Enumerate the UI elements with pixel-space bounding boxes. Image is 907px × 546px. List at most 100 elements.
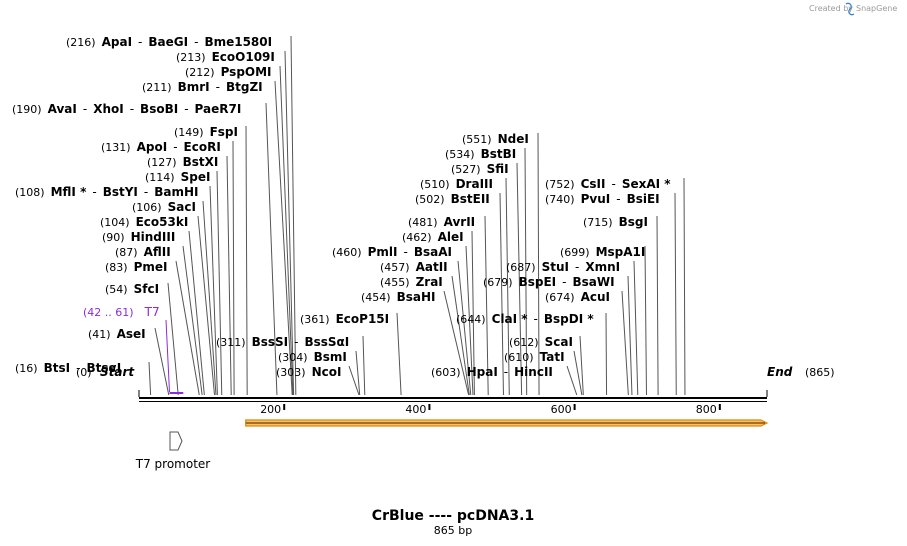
site-position: (190) xyxy=(12,103,42,116)
site-label[interactable]: (131) ApoI - EcoRI xyxy=(101,140,221,154)
site-label[interactable]: (740) PvuI - BsiEI xyxy=(545,192,660,206)
site-position: (108) xyxy=(15,186,45,199)
site-position: (41) xyxy=(88,328,111,341)
site-separator: - xyxy=(616,192,620,206)
start-pos: (0) xyxy=(76,366,92,379)
site-position: (462) xyxy=(402,231,432,244)
site-separator: - xyxy=(184,102,188,116)
site-separator: - xyxy=(562,275,566,289)
site-position: (510) xyxy=(420,178,450,191)
site-enzyme-name: BtsI xyxy=(44,361,71,375)
primer-t7[interactable]: (42 .. 61) T7 xyxy=(83,301,184,394)
site-leader xyxy=(633,260,639,396)
site-position: (644) xyxy=(456,313,486,326)
map-subtitle: 865 bp xyxy=(434,524,472,537)
site-label[interactable]: (603) HpaI - HincII xyxy=(431,365,553,379)
site-label[interactable]: (457) AatII xyxy=(380,260,448,274)
site-label[interactable]: (460) PmlI - BsaAI xyxy=(332,245,452,259)
site-separator: - xyxy=(194,35,198,49)
site-label[interactable]: (687) StuI - XmnI xyxy=(506,260,620,274)
site-position: (687) xyxy=(506,261,536,274)
site-label[interactable]: (212) PspOMI xyxy=(185,65,272,79)
site-label[interactable]: (679) BspEI - BsaWI xyxy=(483,275,615,289)
site-enzyme-name: AvaI xyxy=(48,102,77,116)
site-label[interactable]: (674) AcuI xyxy=(545,290,610,304)
site-position: (679) xyxy=(483,276,513,289)
site-label[interactable]: (114) SpeI xyxy=(145,170,210,184)
site-position: (303) xyxy=(276,366,306,379)
primer-leader xyxy=(165,319,170,393)
site-label[interactable]: (311) BssSI - BssSαI xyxy=(216,335,349,349)
primer-label[interactable]: (42 .. 61) T7 xyxy=(83,301,160,320)
site-label[interactable]: (455) ZraI xyxy=(380,275,443,289)
site-label[interactable]: (644) ClaI * - BspDI * xyxy=(456,312,594,326)
site-leader xyxy=(188,230,205,396)
site-position: (674) xyxy=(545,291,575,304)
site-label[interactable]: (612) ScaI xyxy=(509,335,573,349)
site-label[interactable]: (502) BstEII xyxy=(415,192,490,206)
site-leader xyxy=(443,290,470,396)
site-label[interactable]: (87) AflII xyxy=(115,245,171,259)
site-leader xyxy=(232,140,235,396)
site-leaders xyxy=(148,35,686,396)
site-label[interactable]: (16) BtsI - BtsαI xyxy=(15,361,121,375)
site-position: (752) xyxy=(545,178,575,191)
site-label[interactable]: (610) TatI xyxy=(504,350,565,364)
site-position: (114) xyxy=(145,171,175,184)
feature-label: T7 promoter xyxy=(135,457,211,471)
site-label[interactable]: (127) BstXI xyxy=(147,155,218,169)
site-label[interactable]: (752) CsII - SexAI * xyxy=(545,177,671,191)
orf-arrow[interactable] xyxy=(245,419,769,427)
site-label[interactable]: (510) DraIII xyxy=(420,177,493,191)
site-leader xyxy=(290,35,297,396)
site-separator: - xyxy=(294,335,298,349)
site-enzyme-name: HincII xyxy=(514,365,553,379)
site-label[interactable]: (551) NdeI xyxy=(462,132,529,146)
site-label[interactable]: (149) FspI xyxy=(174,125,238,139)
site-label[interactable]: (213) EcoO109I xyxy=(176,50,275,64)
site-label[interactable]: (534) BstBI xyxy=(445,147,516,161)
site-label[interactable]: (216) ApaI - BaeGI - Bme1580I xyxy=(66,35,272,49)
site-separator: - xyxy=(138,35,142,49)
site-label[interactable]: (527) SfiI xyxy=(451,162,509,176)
site-position: (90) xyxy=(102,231,125,244)
site-enzyme-name: BstEII xyxy=(451,192,490,206)
site-label[interactable]: (83) PmeI xyxy=(105,260,168,274)
site-leader xyxy=(265,102,278,396)
site-position: (106) xyxy=(132,201,162,214)
backbone[interactable] xyxy=(138,390,768,402)
site-label[interactable]: (108) MflI * - BstYI - BamHI xyxy=(15,185,199,199)
site-label[interactable]: (104) Eco53kI xyxy=(100,215,188,229)
ruler-label: 200 xyxy=(260,403,281,416)
end-pos: (865) xyxy=(805,366,835,379)
site-label[interactable]: (106) SacI xyxy=(132,200,196,214)
site-label[interactable]: (454) BsaHI xyxy=(361,290,436,304)
site-label[interactable]: (41) AseI xyxy=(88,327,146,341)
site-leader xyxy=(621,290,629,396)
site-label[interactable]: (190) AvaI - XhoI - BsoBI - PaeR7I xyxy=(12,102,241,116)
site-position: (740) xyxy=(545,193,575,206)
site-label[interactable]: (481) AvrII xyxy=(408,215,475,229)
site-enzyme-name: PmeI xyxy=(134,260,168,274)
site-enzyme-name: BamHI xyxy=(154,185,198,199)
site-enzyme-name: ApoI xyxy=(137,140,168,154)
site-label[interactable]: (361) EcoP15I xyxy=(300,312,389,326)
site-enzyme-name: BsiEI xyxy=(627,192,660,206)
site-label[interactable]: (54) SfcI xyxy=(105,282,159,296)
site-label[interactable]: (303) NcoI xyxy=(276,365,341,379)
site-label[interactable]: (304) BsmI xyxy=(278,350,347,364)
site-label[interactable]: (211) BmrI - BtgZI xyxy=(142,80,263,94)
promoter-arrow-icon[interactable] xyxy=(169,431,183,451)
site-label[interactable]: (699) MspA1I xyxy=(560,245,645,259)
credit-prefix: Created by xyxy=(809,4,853,13)
site-label[interactable]: (90) HindIII xyxy=(102,230,175,244)
site-position: (455) xyxy=(380,276,410,289)
feature-t7-promoter[interactable]: T7 promoter xyxy=(135,431,211,471)
site-separator: - xyxy=(130,102,134,116)
site-position: (211) xyxy=(142,81,172,94)
site-leader xyxy=(457,260,472,396)
site-separator: - xyxy=(403,245,407,259)
site-label[interactable]: (715) BsgI xyxy=(583,215,648,229)
site-leader xyxy=(209,185,218,396)
site-label[interactable]: (462) AleI xyxy=(402,230,464,244)
